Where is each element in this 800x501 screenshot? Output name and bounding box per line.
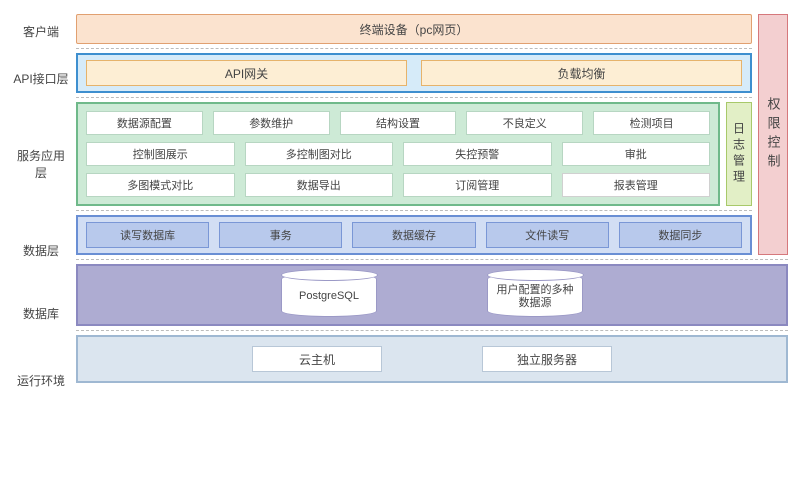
upper-area: 终端设备（pc网页） API网关 负载均衡 数据源配置 参数维护 xyxy=(76,14,788,255)
perm-label: 权限控制 xyxy=(764,97,783,173)
svc-item: 多控制图对比 xyxy=(245,142,394,166)
label-database: 数据库 xyxy=(12,280,70,346)
api-item-gateway: API网关 xyxy=(86,60,407,86)
data-item: 数据同步 xyxy=(619,222,742,248)
svc-item: 参数维护 xyxy=(213,111,330,135)
svc-item: 结构设置 xyxy=(340,111,457,135)
label-service: 服务应用层 xyxy=(12,108,70,220)
label-runtime: 运行环境 xyxy=(12,354,70,406)
api-layer: API网关 负载均衡 xyxy=(76,53,752,93)
label-client: 客户端 xyxy=(12,14,70,48)
api-item-loadbalance: 负载均衡 xyxy=(421,60,742,86)
label-api: API接口层 xyxy=(12,56,70,100)
log-management-column: 日志管理 xyxy=(726,102,752,206)
architecture-diagram: 客户端 API接口层 服务应用层 数据层 数据库 运行环境 终端设备（pc网页）… xyxy=(12,14,788,491)
separator xyxy=(76,48,752,49)
service-layer: 数据源配置 参数维护 结构设置 不良定义 检测项目 控制图展示 多控制图对比 失… xyxy=(76,102,720,206)
db-cylinder-postgresql: PostgreSQL xyxy=(281,273,377,317)
label-data: 数据层 xyxy=(12,228,70,272)
data-item: 事务 xyxy=(219,222,342,248)
separator xyxy=(76,210,752,211)
runtime-item-cloud: 云主机 xyxy=(252,346,382,372)
data-layer: 读写数据库 事务 数据缓存 文件读写 数据同步 xyxy=(76,215,752,255)
svc-item: 数据导出 xyxy=(245,173,394,197)
svc-item: 控制图展示 xyxy=(86,142,235,166)
svc-item: 不良定义 xyxy=(466,111,583,135)
svc-item: 多图模式对比 xyxy=(86,173,235,197)
runtime-item-server: 独立服务器 xyxy=(482,346,612,372)
runtime-layer: 云主机 独立服务器 xyxy=(76,335,788,383)
database-layer: PostgreSQL 用户配置的多种数据源 xyxy=(76,264,788,326)
log-label: 日志管理 xyxy=(731,122,748,186)
svc-item: 审批 xyxy=(562,142,711,166)
data-item: 数据缓存 xyxy=(352,222,475,248)
service-and-log: 数据源配置 参数维护 结构设置 不良定义 检测项目 控制图展示 多控制图对比 失… xyxy=(76,102,752,206)
separator xyxy=(76,259,788,260)
db-cylinder-userconfig: 用户配置的多种数据源 xyxy=(487,273,583,317)
svc-item: 检测项目 xyxy=(593,111,710,135)
data-item: 读写数据库 xyxy=(86,222,209,248)
layers-stack: 终端设备（pc网页） API网关 负载均衡 数据源配置 参数维护 xyxy=(76,14,788,491)
svc-item: 失控预警 xyxy=(403,142,552,166)
layer-labels-column: 客户端 API接口层 服务应用层 数据层 数据库 运行环境 xyxy=(12,14,70,491)
client-box-label: 终端设备（pc网页） xyxy=(360,21,469,38)
svc-item: 数据源配置 xyxy=(86,111,203,135)
client-box: 终端设备（pc网页） xyxy=(76,14,752,44)
separator xyxy=(76,97,752,98)
data-item: 文件读写 xyxy=(486,222,609,248)
svc-item: 报表管理 xyxy=(562,173,711,197)
separator xyxy=(76,330,788,331)
permission-control-column: 权限控制 xyxy=(758,14,788,255)
svc-item: 订阅管理 xyxy=(403,173,552,197)
